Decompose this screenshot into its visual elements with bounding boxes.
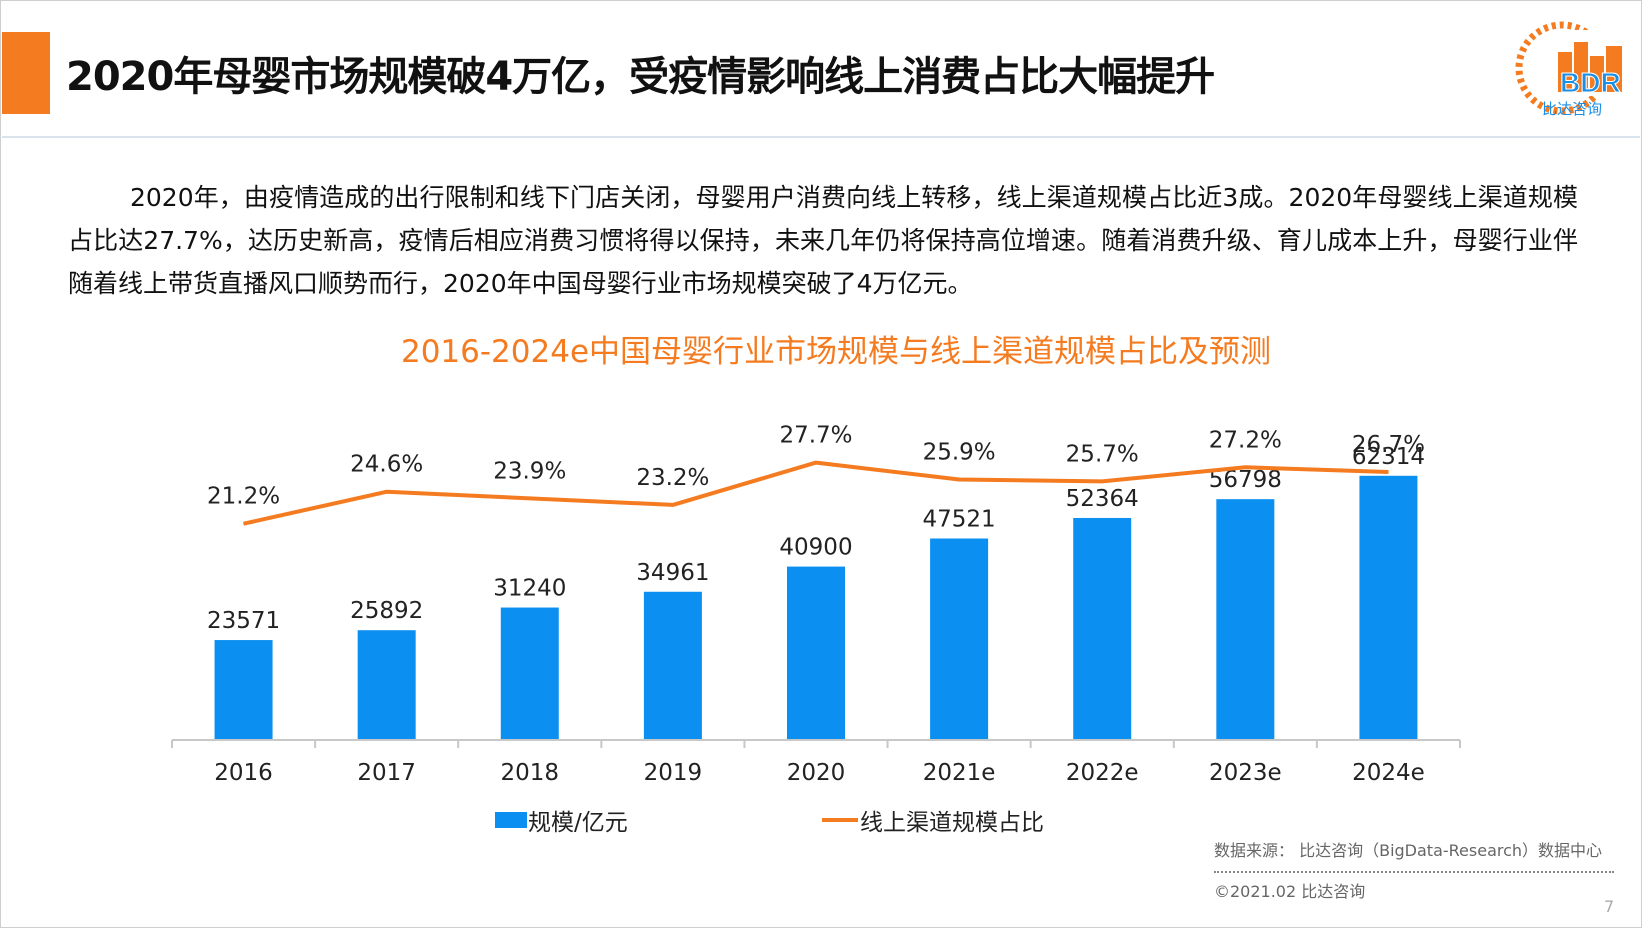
x-tick-label: 2017 <box>357 760 416 786</box>
line-point-2024e <box>1387 471 1389 473</box>
x-tick-label: 2016 <box>214 760 273 786</box>
x-tick-label: 2023e <box>1209 760 1282 786</box>
bar-series: 23571 25892312403496140900475215236456798… <box>207 444 1425 740</box>
legend-bar-label: 规模/亿元 <box>528 810 628 836</box>
line-value-label: 26.7% <box>1352 432 1425 458</box>
line-value-label: 21.2% <box>207 484 280 510</box>
bar-2016 <box>214 640 273 740</box>
legend-line-label: 线上渠道规模占比 <box>860 810 1044 836</box>
line-point-2016 <box>243 523 245 525</box>
bar-value-label: 40900 <box>779 535 852 561</box>
data-source: 数据来源： 比达咨询（BigData-Research）数据中心 <box>1214 841 1603 860</box>
bar-2018 <box>500 607 559 740</box>
copyright: ©2021.02 比达咨询 <box>1214 882 1366 901</box>
line-series: 21.2% 24.6% 23.9% 23.2% 27.7% 25.9% 25.7% 27.2%… <box>207 423 1425 526</box>
line-point-2020 <box>815 462 817 464</box>
title-divider <box>2 136 1640 138</box>
bar-value-label: 34961 <box>636 560 709 586</box>
intro-paragraph: 2020年，由疫情造成的出行限制和线下门店关闭，母婴用户消费向线上转移，线上渠道… <box>68 183 1578 298</box>
x-tick-label: 2024e <box>1352 760 1425 786</box>
line-value-label: 24.6% <box>350 452 423 478</box>
bar-value-label: 47521 <box>923 507 996 533</box>
logo-caption: 比达咨询 <box>1542 100 1603 118</box>
bar-value-label: 25892 <box>350 598 423 624</box>
bar-2024e <box>1359 475 1418 740</box>
x-tick-label: 2019 <box>644 760 703 786</box>
bar-value-label: 62314 <box>1352 444 1425 470</box>
page-number: 7 <box>1604 897 1615 916</box>
bar-2022e <box>1073 517 1132 740</box>
line-point-2021e <box>958 479 960 481</box>
line-point-2019 <box>672 504 674 506</box>
logo-bars <box>1558 42 1622 92</box>
x-tick-label: 2020 <box>787 760 846 786</box>
line-value-label: 23.2% <box>636 465 709 491</box>
logo-text: BDR <box>1560 67 1621 98</box>
bar-2021e <box>930 538 989 740</box>
bar-2020 <box>787 566 845 740</box>
line-value-label: 27.2% <box>1209 427 1282 453</box>
page-title: 2020年母婴市场规模破4万亿，受疫情影响线上消费占比大幅提升 <box>66 54 1215 100</box>
x-tick-label: 2022e <box>1066 760 1139 786</box>
bar-2023e <box>1216 499 1275 740</box>
x-tick-label: 2018 <box>501 760 560 786</box>
x-tick-label: 2021e <box>923 760 996 786</box>
line-point-2023e <box>1244 466 1246 468</box>
bdr-logo: BDR <box>1515 21 1630 115</box>
line-value-label: 23.9% <box>493 458 566 484</box>
line-value-label: 25.9% <box>923 440 996 466</box>
line-point-2017 <box>386 491 388 493</box>
title-accent-bar <box>2 32 50 114</box>
bar-value-label: 52364 <box>1066 486 1139 512</box>
bar-value-label: 23571 <box>207 608 280 634</box>
source-divider <box>1214 871 1614 873</box>
legend: 规模/亿元 线上渠道规模占比 <box>495 810 1044 836</box>
line-point-2022e <box>1101 480 1103 482</box>
line-value-label: 27.7% <box>779 423 852 449</box>
bar-value-label: 31240 <box>493 576 566 602</box>
bar-2019 <box>643 591 702 740</box>
x-axis: 2016 2017 2018 2019 2020 2021e 2022e 2023e 2024e <box>171 739 1461 786</box>
line-point-2018 <box>529 497 531 499</box>
bar-2017 <box>357 630 416 740</box>
line-value-label: 25.7% <box>1066 441 1139 467</box>
chart-title: 2016-2024e中国母婴行业市场规模与线上渠道规模占比及预测 <box>401 334 1271 370</box>
legend-bar-swatch <box>495 812 527 828</box>
